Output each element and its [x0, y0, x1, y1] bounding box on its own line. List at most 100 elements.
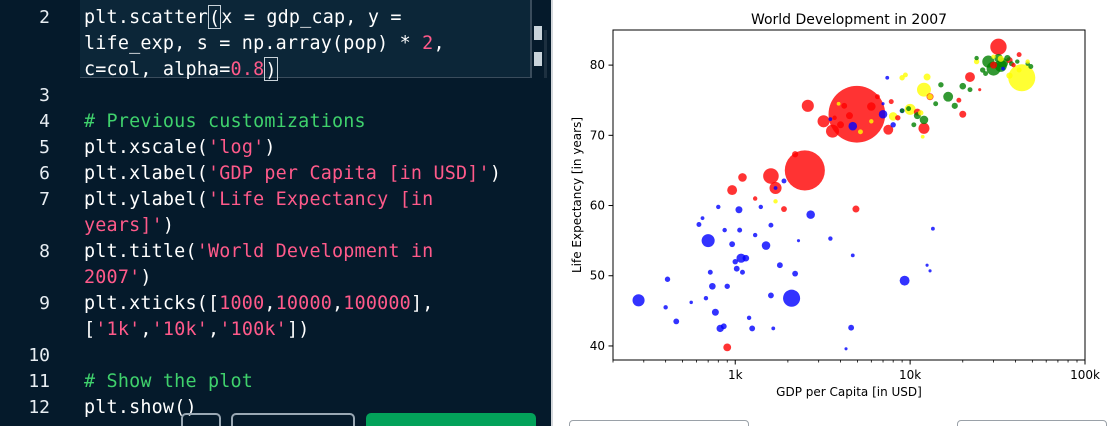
scatter-point: [735, 206, 743, 214]
line-number: 8: [39, 241, 50, 262]
scatter-point: [885, 75, 890, 80]
scatter-point: [696, 222, 702, 227]
plot-area-frame: [612, 29, 1086, 361]
line-number: 7: [39, 189, 50, 210]
scatter-point: [1001, 66, 1005, 71]
code-token: 1000: [219, 293, 265, 314]
line-number: 2: [39, 7, 50, 28]
code-token: ): [162, 215, 175, 236]
scatter-point: [828, 85, 886, 143]
line-number: 10: [28, 345, 50, 366]
scatter-point: [701, 234, 715, 248]
scatter-point: [740, 269, 745, 275]
code-line[interactable]: c=col, alpha=0.8): [0, 57, 530, 83]
code-token: 2: [422, 33, 434, 54]
scatter-point: [850, 253, 855, 258]
code-line[interactable]: 2007'): [0, 265, 530, 291]
line-code: 2007'): [84, 265, 152, 291]
pane-divider[interactable]: [551, 0, 553, 426]
scatter-point: [928, 269, 932, 273]
line-code: c=col, alpha=0.8): [84, 57, 278, 83]
code-line[interactable]: 5 plt.xscale('log'): [0, 135, 530, 161]
editor-reset-button[interactable]: [231, 413, 355, 426]
code-line[interactable]: 7 plt.ylabel('Life Expectancy [in: [0, 187, 530, 213]
plot-nav-button[interactable]: [957, 420, 1107, 426]
code-line[interactable]: 10: [0, 343, 530, 369]
line-number: 5: [39, 137, 50, 158]
scatter-point: [979, 67, 986, 73]
scatter-point: [974, 55, 979, 61]
axis-ticks: 1k 10k 100k 40 50 60 70 80: [590, 58, 1100, 382]
code-token: 'log': [208, 137, 265, 158]
code-line[interactable]: ['1k','10k','100k']): [0, 317, 530, 343]
scatter-point: [746, 315, 752, 321]
scatter-point: [752, 196, 758, 201]
scatter-point: [931, 226, 935, 231]
line-number: 12: [28, 397, 50, 418]
scatter-point: [874, 94, 880, 100]
scatter-point: [899, 108, 905, 113]
code-token: plt.show: [84, 397, 175, 418]
scatter-point: [911, 122, 917, 128]
code-token: 100000: [343, 293, 411, 314]
scatter-point: [837, 121, 845, 129]
scatter-point: [749, 325, 756, 332]
code-line[interactable]: 11 # Show the plot: [0, 369, 530, 395]
scroll-marker[interactable]: [534, 52, 542, 66]
scatter-point: [738, 173, 747, 182]
code-line[interactable]: years]'): [0, 213, 530, 239]
scatter-point: [844, 347, 848, 351]
scatter-point: [959, 82, 967, 90]
scatter-point: [923, 73, 931, 81]
scatter-point: [773, 199, 778, 204]
code-token: c=col, alpha=: [84, 59, 231, 80]
scatter-point: [689, 300, 693, 305]
scatter-point: [733, 265, 740, 272]
scatter-point: [956, 97, 962, 103]
code-line[interactable]: 12 plt.show(): [0, 395, 530, 421]
editor-action-button[interactable]: [181, 413, 221, 426]
scatter-point: [836, 101, 841, 106]
scatter-point: [828, 236, 833, 241]
code-line[interactable]: 9 plt.xticks([1000,10000,100000],: [0, 291, 530, 317]
code-line[interactable]: 3: [0, 83, 530, 109]
code-editor[interactable]: 2 plt.scatter(x = gdp_cap, y = life_exp, s…: [0, 0, 551, 426]
scroll-marker[interactable]: [534, 26, 542, 40]
x-tick-label: 10k: [899, 368, 921, 382]
scatter-point: [781, 206, 787, 212]
code-token: ): [489, 163, 502, 184]
code-token: [: [84, 319, 96, 340]
scatter-point: [1025, 59, 1030, 64]
scatter-point: [832, 115, 837, 120]
scatter-point: [761, 241, 771, 250]
code-line[interactable]: 4 # Previous customizations: [0, 109, 530, 135]
code-token: plt.xticks([: [84, 293, 220, 314]
scatter-point: [918, 122, 930, 134]
code-line[interactable]: life_exp, s = np.array(pop) * 2,: [0, 31, 530, 57]
scatter-point: [990, 38, 1007, 56]
run-code-button[interactable]: [366, 413, 536, 426]
scatter-point: [1016, 52, 1022, 58]
scatter-point: [673, 318, 680, 325]
line-number: 11: [28, 371, 50, 392]
active-line-highlight: [80, 0, 532, 78]
code-token: (): [174, 397, 197, 418]
scatter-point: [943, 91, 954, 102]
line-code: life_exp, s = np.array(pop) * 2,: [84, 31, 445, 57]
code-line[interactable]: 6 plt.xlabel('GDP per Capita [in USD]'): [0, 161, 530, 187]
scatter-point: [916, 82, 931, 97]
x-tick-label: 100k: [1070, 368, 1100, 382]
scatter-point: [742, 254, 750, 262]
code-token: '10k': [151, 319, 209, 340]
scatter-point: [867, 102, 876, 111]
y-tick-label: 50: [590, 269, 605, 283]
line-number: 4: [39, 111, 50, 132]
code-line[interactable]: 2 plt.scatter(x = gdp_cap, y =: [0, 5, 530, 31]
x-tick-label: 1k: [728, 368, 743, 382]
plot-nav-button[interactable]: [569, 420, 749, 426]
code-line[interactable]: 8 plt.title('World Development in: [0, 239, 530, 265]
line-number: 6: [39, 163, 50, 184]
code-token: '1k': [95, 319, 141, 340]
code-token: ,: [208, 319, 220, 340]
scatter-point: [663, 305, 668, 310]
